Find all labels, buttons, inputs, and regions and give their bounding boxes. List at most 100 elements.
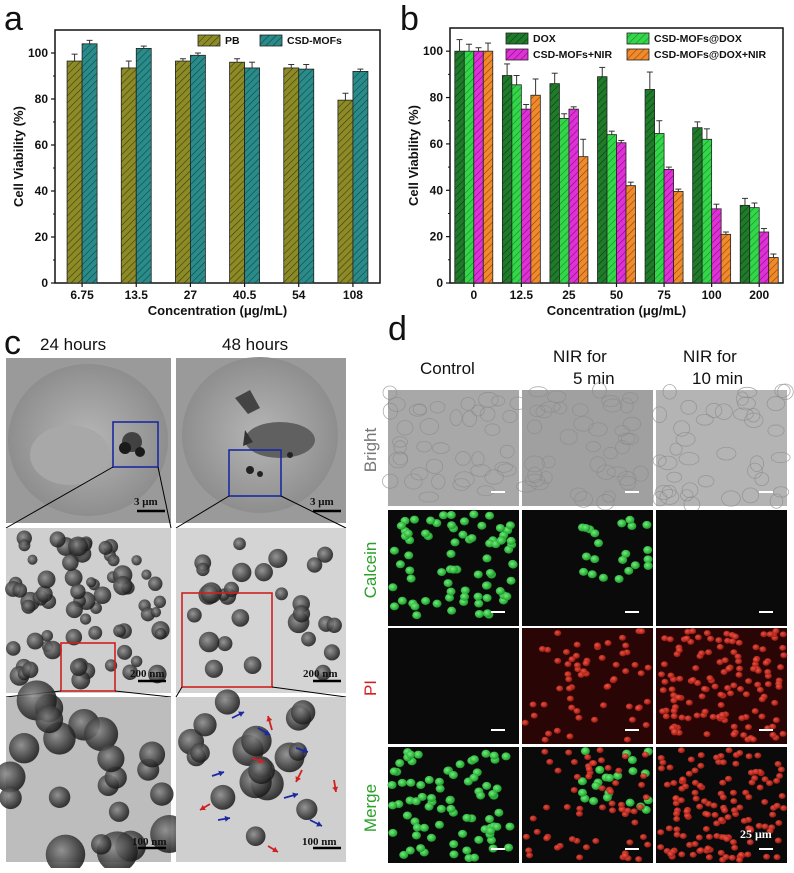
cell-outline — [589, 456, 606, 473]
live-cell-dot — [419, 823, 429, 832]
dead-cell-dot — [526, 852, 534, 859]
dead-cell-dot — [697, 847, 705, 854]
nanoparticle — [130, 655, 143, 668]
cell-outline — [408, 404, 428, 417]
dead-cell-dot — [752, 644, 760, 651]
cell-outline — [491, 395, 506, 407]
live-cell-dot — [470, 853, 480, 862]
x-tick-label: 13.5 — [125, 288, 149, 302]
bar-pb — [120, 67, 137, 284]
x-tick-label: 25 — [562, 288, 576, 302]
y-tick-label: 40 — [35, 184, 49, 198]
cell-outline — [559, 428, 578, 445]
bar-csd-mofs-dox-nir — [720, 233, 732, 284]
cell-outline — [680, 489, 694, 502]
dead-cell-dot — [628, 716, 636, 723]
dead-cell-dot — [584, 754, 592, 761]
nanoparticle — [98, 540, 113, 555]
bar-csd-mofs-nir — [711, 208, 722, 284]
dead-cell-dot — [541, 736, 549, 743]
row-label-calcein: Calcein — [361, 542, 380, 599]
tem-48h-roi-box — [228, 449, 282, 497]
dead-cell-dot — [761, 823, 769, 830]
dead-cell-dot — [742, 789, 750, 796]
tem-48h-particle-cluster — [246, 452, 293, 477]
live-cell-dot — [621, 549, 631, 558]
dead-cell-dot — [554, 630, 562, 637]
live-cell-dot — [411, 797, 421, 806]
y-tick-label: 60 — [35, 138, 49, 152]
dead-cell-dot — [756, 686, 764, 693]
nanoparticle — [97, 744, 125, 773]
live-cell-dot — [581, 523, 591, 532]
dead-cell-dot — [566, 695, 574, 702]
live-cell-dot — [421, 529, 431, 538]
live-cell-dot — [473, 570, 483, 579]
dead-cell-dot — [735, 671, 743, 678]
zoom-line — [157, 466, 172, 529]
nanoparticle — [86, 577, 97, 588]
live-cell-dot — [579, 567, 589, 576]
nanoparticle — [150, 782, 174, 806]
dead-cell-dot — [698, 693, 706, 700]
dead-cell-dot — [672, 795, 680, 802]
live-cell-dot — [506, 536, 516, 545]
live-cell-dot — [577, 777, 587, 786]
dead-cell-dot — [774, 837, 782, 844]
dead-cell-dot — [780, 652, 788, 659]
row-label-pi: PI — [361, 680, 380, 696]
dead-cell-dot — [612, 661, 620, 668]
dead-cell-dot — [691, 840, 699, 847]
nanoparticle — [93, 586, 112, 605]
nanoparticle — [107, 554, 120, 567]
nanoparticle — [104, 659, 118, 672]
arrow-head — [295, 776, 301, 782]
plot-frame — [54, 29, 381, 284]
dead-cell-dot — [745, 678, 753, 685]
cell-outline — [669, 442, 683, 456]
dead-cell-dot — [716, 659, 724, 666]
dead-cell-dot — [667, 851, 675, 858]
x-tick-label: 75 — [657, 288, 671, 302]
bar-dox — [597, 76, 608, 284]
dead-cell-dot — [573, 641, 581, 648]
dead-cell-dot — [719, 779, 727, 786]
x-axis-label: Concentration (μg/mL) — [547, 303, 686, 318]
cell-outline — [695, 413, 714, 426]
dead-cell-dot — [735, 658, 743, 665]
cell-outline — [416, 440, 432, 453]
nanoparticle — [323, 644, 340, 661]
microscopy-grid — [382, 382, 794, 863]
live-cell-dot — [446, 549, 456, 558]
dead-cell-dot — [744, 851, 752, 858]
cell-outline — [392, 436, 408, 448]
tem-48h-cell: 3 μm — [176, 357, 346, 523]
dead-cell-dot — [661, 678, 669, 685]
panel-d-header-nir10-line1: NIR for — [683, 347, 737, 366]
dead-cell-dot — [543, 804, 551, 811]
dead-cell-dot — [776, 772, 784, 779]
live-cell-dot — [614, 574, 624, 583]
live-cell-dot — [388, 828, 398, 837]
dead-cell-dot — [621, 852, 629, 859]
live-cell-dot — [643, 555, 653, 564]
panel-d-header-nir5-line2: 5 min — [573, 369, 615, 388]
cell-outline — [749, 455, 765, 472]
panel-c-header-24h: 24 hours — [40, 335, 106, 354]
micrograph-merge-control — [387, 747, 519, 863]
cell-outline — [539, 471, 553, 484]
dead-cell-dot — [761, 776, 769, 783]
dead-cell-dot — [565, 676, 573, 683]
live-cell-dot — [389, 767, 399, 776]
dead-cell-dot — [740, 817, 748, 824]
zoom-line — [175, 495, 230, 529]
micrograph-background — [388, 628, 519, 744]
dead-cell-dot — [678, 714, 686, 721]
dead-cell-dot — [778, 793, 786, 800]
live-cell-dot — [580, 747, 590, 756]
live-cell-dot — [581, 552, 591, 561]
cell-outline — [602, 398, 623, 413]
dead-cell-dot — [607, 788, 615, 795]
live-cell-dot — [388, 801, 398, 810]
dead-cell-dot — [553, 844, 561, 851]
